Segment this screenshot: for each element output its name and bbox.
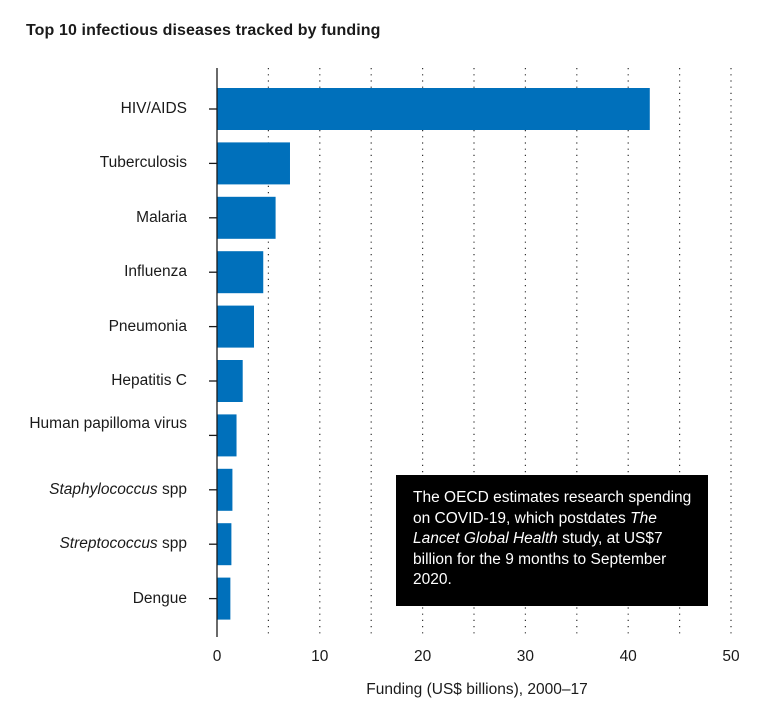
bar-9 <box>217 577 231 620</box>
x-tick-label-50: 50 <box>722 648 740 665</box>
category-label-0: HIV/AIDS <box>120 100 187 117</box>
category-label-5: Hepatitis C <box>111 372 187 389</box>
y-ticks <box>209 108 217 600</box>
annotation-text: The OECD estimates research spending on … <box>413 489 692 527</box>
bar-5 <box>217 360 243 402</box>
annotation-italic-text: The Lancet Global Health <box>413 509 657 548</box>
x-tick-label-0: 0 <box>212 648 222 665</box>
bar-7 <box>217 468 233 511</box>
chart-title: Top 10 infectious diseases tracked by fu… <box>26 22 381 39</box>
bar-0 <box>217 88 650 130</box>
bars <box>217 88 650 620</box>
bar-3 <box>217 251 264 294</box>
category-label-8: Streptococcus spp <box>59 535 187 553</box>
x-tick-label-10: 10 <box>311 648 329 665</box>
category-label-1: Tuberculosis <box>99 154 187 172</box>
category-label-3: Influenza <box>124 263 187 281</box>
x-tick-label-30: 30 <box>516 648 535 665</box>
category-label-2: Malaria <box>136 208 187 226</box>
annotation-box: The OECD estimates research spending on … <box>396 475 708 606</box>
category-label-6: Human papilloma virus <box>29 415 187 433</box>
annotation-text-end: study, at US$7 billion for the 9 months … <box>413 530 667 588</box>
bar-2 <box>217 196 276 239</box>
category-label-7: Staphylococcus spp <box>49 480 187 498</box>
x-tick-label-40: 40 <box>619 648 637 665</box>
category-label-9: Dengue <box>132 589 187 607</box>
bar-8 <box>217 523 232 566</box>
bar-6 <box>217 414 237 457</box>
bar-4 <box>217 305 255 348</box>
bar-1 <box>217 142 290 185</box>
x-axis-label: Funding (US$ billions), 2000–17 <box>366 681 588 698</box>
x-tick-label-20: 20 <box>413 648 432 665</box>
category-label-4: Pneumonia <box>108 317 187 335</box>
